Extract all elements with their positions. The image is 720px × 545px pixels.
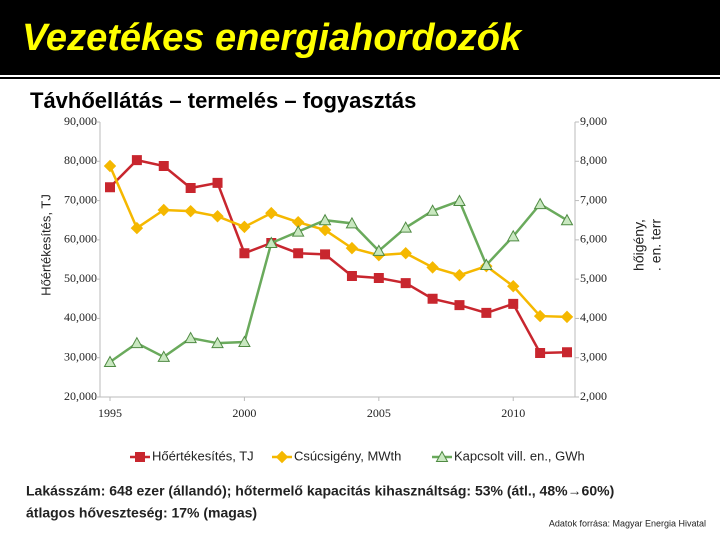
marker bbox=[426, 261, 439, 274]
y-tick-label: 80,000 bbox=[64, 153, 97, 167]
marker bbox=[158, 161, 169, 171]
header-band bbox=[0, 0, 720, 75]
marker bbox=[184, 204, 197, 218]
chart-title: Távhőellátás – termelés – fogyasztás bbox=[30, 88, 416, 113]
marker bbox=[399, 247, 412, 260]
marker bbox=[508, 298, 519, 309]
x-tick-label: 2010 bbox=[501, 406, 525, 420]
marker bbox=[184, 331, 197, 344]
y2-tick-label: 9,000 bbox=[580, 114, 607, 128]
y-tick-label: 30,000 bbox=[64, 349, 97, 363]
marker bbox=[373, 272, 384, 283]
marker bbox=[238, 220, 251, 234]
marker bbox=[130, 221, 144, 235]
legend-marker bbox=[275, 450, 289, 464]
legend-marker bbox=[135, 452, 145, 462]
marker bbox=[264, 236, 278, 248]
marker bbox=[560, 310, 574, 324]
marker bbox=[291, 225, 305, 237]
marker bbox=[480, 258, 493, 270]
marker bbox=[426, 204, 439, 216]
marker bbox=[345, 216, 359, 229]
y-tick-label: 90,000 bbox=[64, 114, 97, 128]
series-line bbox=[108, 165, 568, 319]
x-tick-label: 1995 bbox=[98, 406, 122, 420]
footer-note: átlagos hőveszteség: 17% (magas) bbox=[26, 505, 257, 521]
marker bbox=[562, 347, 572, 358]
x-tick-label: 2000 bbox=[232, 406, 256, 420]
series-line bbox=[109, 158, 568, 355]
marker bbox=[157, 203, 170, 217]
y-tick-label: 60,000 bbox=[64, 232, 97, 246]
marker bbox=[506, 229, 520, 242]
y-tick-label: 40,000 bbox=[64, 310, 97, 324]
series-line bbox=[109, 199, 568, 364]
legend-label: Csúcsigény, MWth bbox=[294, 448, 401, 463]
marker bbox=[346, 271, 357, 281]
marker bbox=[211, 210, 224, 223]
marker bbox=[345, 241, 359, 255]
marker bbox=[507, 280, 520, 293]
marker bbox=[103, 159, 117, 173]
marker bbox=[130, 336, 144, 349]
y2-tick-label: 4,000 bbox=[580, 310, 607, 324]
marker bbox=[211, 336, 224, 349]
marker bbox=[535, 348, 546, 358]
y2-tick-label: 8,000 bbox=[580, 153, 607, 167]
marker bbox=[560, 213, 574, 226]
slide-title: Vezetékes energiahordozók bbox=[22, 17, 523, 59]
marker bbox=[400, 278, 411, 289]
y-tick-label: 20,000 bbox=[64, 389, 97, 403]
marker bbox=[533, 197, 547, 210]
marker bbox=[212, 177, 223, 188]
marker bbox=[131, 155, 142, 166]
marker bbox=[399, 221, 413, 233]
y2-tick-label: 2,000 bbox=[580, 389, 607, 403]
y-tick-label: 50,000 bbox=[64, 271, 97, 285]
marker bbox=[453, 194, 466, 206]
y2-axis-label: hőigény, bbox=[631, 219, 647, 271]
source-note: Adatok forrása: Magyar Energia Hivatal bbox=[549, 518, 706, 528]
y2-axis-label: . en. terr bbox=[648, 219, 664, 271]
marker bbox=[185, 183, 196, 193]
marker bbox=[372, 244, 386, 256]
marker bbox=[533, 309, 547, 323]
marker bbox=[454, 300, 465, 311]
y2-tick-label: 5,000 bbox=[580, 271, 607, 285]
footer-note: Lakásszám: 648 ezer (állandó); hőtermelő… bbox=[26, 483, 614, 499]
marker bbox=[105, 182, 115, 193]
marker bbox=[157, 350, 171, 362]
marker bbox=[103, 355, 117, 368]
marker bbox=[453, 269, 466, 282]
y2-tick-label: 6,000 bbox=[580, 232, 607, 246]
marker bbox=[293, 248, 304, 259]
marker bbox=[427, 293, 438, 304]
y2-tick-label: 3,000 bbox=[580, 349, 607, 363]
marker bbox=[318, 223, 332, 237]
marker bbox=[239, 248, 250, 259]
marker bbox=[265, 206, 278, 220]
y-tick-label: 70,000 bbox=[64, 192, 97, 206]
marker bbox=[318, 213, 332, 226]
legend-label: Hőértékesítés, TJ bbox=[152, 448, 254, 463]
y-axis-label: Hőértékesítés, TJ bbox=[38, 194, 53, 296]
x-tick-label: 2005 bbox=[367, 406, 391, 420]
y2-tick-label: 7,000 bbox=[580, 192, 607, 206]
marker bbox=[238, 335, 251, 347]
legend-marker bbox=[435, 450, 449, 462]
marker bbox=[320, 249, 331, 260]
marker bbox=[481, 307, 492, 318]
legend-label: Kapcsolt vill. en., GWh bbox=[454, 448, 585, 463]
